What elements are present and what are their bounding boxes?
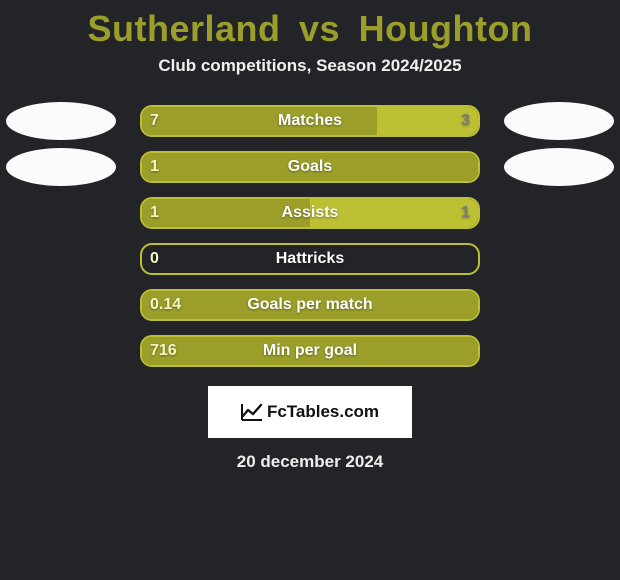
subtitle: Club competitions, Season 2024/2025 [0,56,620,76]
player2-name: Houghton [359,8,533,49]
date-label: 20 december 2024 [0,452,620,472]
stat-label: Assists [140,204,480,222]
avatar-right [504,102,614,140]
avatar-left [6,102,116,140]
avatar-left [6,148,116,186]
player1-name: Sutherland [87,8,280,49]
vs-label: vs [299,8,340,49]
stat-row: 716Min per goal [0,328,620,374]
chart-icon [241,403,263,421]
avatar-right [504,148,614,186]
stat-label: Goals [140,158,480,176]
stat-label: Min per goal [140,342,480,360]
logo: FcTables.com [241,402,379,422]
logo-text: FcTables.com [267,402,379,422]
stat-row: 11Assists [0,190,620,236]
stat-label: Goals per match [140,296,480,314]
stat-row: 0.14Goals per match [0,282,620,328]
stat-row: 1Goals [0,144,620,190]
stat-label: Matches [140,112,480,130]
logo-box: FcTables.com [208,386,412,438]
comparison-chart: 73Matches1Goals11Assists0Hattricks0.14Go… [0,98,620,374]
stat-row: 73Matches [0,98,620,144]
stat-label: Hattricks [140,250,480,268]
stat-row: 0Hattricks [0,236,620,282]
page-title: Sutherland vs Houghton [0,0,620,50]
